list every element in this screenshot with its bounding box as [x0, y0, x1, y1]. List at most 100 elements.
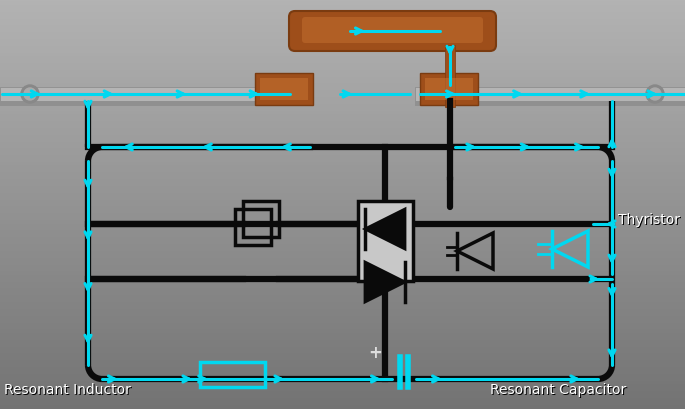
- Text: Resonant Capacitor: Resonant Capacitor: [491, 383, 627, 397]
- Bar: [0, 375, 685, 379]
- Bar: [0, 208, 685, 212]
- Bar: [0, 126, 685, 130]
- Bar: [0, 266, 685, 270]
- Bar: [0, 109, 685, 113]
- Bar: [0, 263, 685, 267]
- Bar: [0, 245, 685, 250]
- Bar: [358, 202, 413, 281]
- Bar: [0, 82, 685, 86]
- FancyBboxPatch shape: [289, 12, 496, 52]
- Bar: [0, 351, 685, 355]
- Bar: [0, 157, 685, 161]
- FancyBboxPatch shape: [302, 18, 483, 44]
- Bar: [0, 34, 685, 38]
- Bar: [0, 337, 685, 342]
- Bar: [0, 116, 685, 120]
- Bar: [0, 269, 685, 274]
- Circle shape: [24, 89, 36, 101]
- Bar: [0, 20, 685, 25]
- Bar: [0, 317, 685, 321]
- Bar: [0, 273, 685, 277]
- Bar: [200, 362, 265, 387]
- Bar: [235, 209, 271, 245]
- Bar: [0, 65, 685, 69]
- Bar: [0, 41, 685, 45]
- Bar: [0, 256, 685, 260]
- Bar: [0, 204, 685, 209]
- Bar: [0, 153, 685, 158]
- Bar: [255, 74, 313, 106]
- Bar: [0, 167, 685, 171]
- Bar: [0, 218, 685, 222]
- Bar: [0, 44, 685, 49]
- Bar: [295, 88, 300, 107]
- Bar: [415, 102, 685, 107]
- Bar: [0, 293, 685, 297]
- Bar: [0, 399, 685, 403]
- Bar: [0, 24, 685, 28]
- Bar: [0, 58, 685, 62]
- Bar: [0, 146, 685, 151]
- Bar: [0, 303, 685, 308]
- Bar: [0, 378, 685, 383]
- Bar: [420, 74, 478, 106]
- Circle shape: [649, 89, 661, 101]
- Bar: [0, 95, 685, 100]
- Bar: [0, 164, 685, 168]
- Bar: [0, 106, 685, 110]
- Bar: [0, 368, 685, 373]
- Bar: [0, 92, 685, 97]
- Bar: [0, 320, 685, 325]
- Bar: [0, 123, 685, 127]
- Bar: [0, 133, 685, 137]
- Bar: [0, 174, 685, 178]
- Bar: [0, 61, 685, 66]
- Bar: [0, 307, 685, 311]
- Bar: [0, 238, 685, 243]
- Bar: [0, 143, 685, 148]
- Bar: [0, 102, 295, 107]
- Bar: [0, 225, 685, 229]
- Bar: [0, 392, 685, 396]
- Bar: [0, 286, 685, 291]
- Bar: [0, 279, 685, 284]
- Bar: [0, 160, 685, 164]
- Bar: [0, 355, 685, 359]
- Bar: [0, 181, 685, 185]
- Bar: [0, 300, 685, 304]
- Bar: [0, 232, 685, 236]
- Bar: [415, 88, 685, 102]
- Bar: [0, 389, 685, 393]
- Bar: [0, 310, 685, 315]
- Bar: [0, 102, 685, 107]
- Bar: [0, 130, 685, 134]
- Bar: [0, 136, 685, 141]
- Bar: [0, 201, 685, 205]
- Bar: [0, 194, 685, 199]
- Bar: [0, 365, 685, 369]
- Bar: [0, 382, 685, 386]
- Bar: [0, 252, 685, 256]
- Bar: [0, 334, 685, 338]
- Bar: [0, 0, 685, 4]
- Bar: [0, 150, 685, 154]
- Polygon shape: [365, 262, 405, 302]
- Bar: [0, 211, 685, 216]
- Bar: [0, 314, 685, 318]
- Bar: [260, 79, 308, 101]
- Bar: [0, 242, 685, 246]
- Bar: [0, 228, 685, 233]
- Circle shape: [646, 86, 664, 104]
- Bar: [0, 290, 685, 294]
- Text: Resonant Inductor: Resonant Inductor: [5, 383, 132, 397]
- Bar: [243, 202, 279, 237]
- Bar: [0, 235, 685, 240]
- Bar: [0, 344, 685, 348]
- Text: Resonant Inductor: Resonant Inductor: [4, 382, 131, 396]
- Bar: [0, 171, 685, 175]
- Bar: [0, 68, 685, 72]
- Bar: [0, 198, 685, 202]
- Bar: [0, 385, 685, 389]
- Bar: [0, 89, 685, 93]
- Bar: [425, 79, 473, 101]
